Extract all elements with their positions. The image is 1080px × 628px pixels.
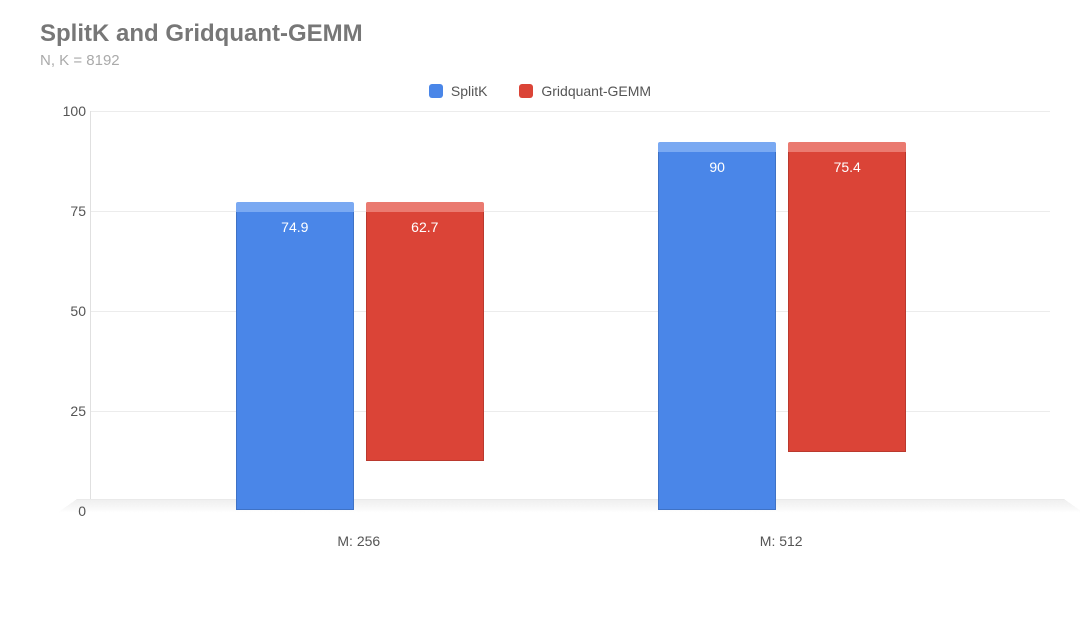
bar: 74.9 [236, 210, 354, 510]
legend: SplitK Gridquant-GEMM [30, 83, 1050, 101]
y-tick-label: 75 [41, 203, 86, 219]
y-tick-label: 100 [41, 103, 86, 119]
legend-label-splitk: SplitK [451, 83, 488, 99]
bars-layer: 74.9 62.7 90 75.4 [91, 111, 1050, 510]
chart-title: SplitK and Gridquant-GEMM [40, 20, 1050, 48]
legend-item-splitk: SplitK [429, 83, 488, 99]
y-axis: 0255075100 [41, 111, 86, 510]
bar-value-label: 90 [659, 159, 775, 175]
legend-label-gridquant: Gridquant-GEMM [541, 83, 651, 99]
x-tick-label: M: 256 [337, 533, 380, 549]
bar: 62.7 [366, 210, 484, 461]
plot-wrap: 0255075100 74.962.79075.4 M: 256M: 512 [90, 111, 1050, 511]
bar-value-label: 74.9 [237, 219, 353, 235]
bar-top-face [236, 202, 354, 212]
bar-value-label: 62.7 [367, 219, 483, 235]
bar: 90 [658, 150, 776, 510]
bar-top-face [366, 202, 484, 212]
y-tick-label: 0 [41, 503, 86, 519]
bar: 75.4 [788, 150, 906, 452]
legend-item-gridquant: Gridquant-GEMM [519, 83, 651, 99]
y-tick-label: 50 [41, 303, 86, 319]
bar-value-label: 75.4 [789, 159, 905, 175]
bar-top-face [658, 142, 776, 152]
legend-swatch-splitk [429, 84, 443, 98]
x-tick-label: M: 512 [760, 533, 803, 549]
legend-swatch-gridquant [519, 84, 533, 98]
bar-top-face [788, 142, 906, 152]
chart-subtitle: N, K = 8192 [40, 52, 1050, 69]
y-tick-label: 25 [41, 403, 86, 419]
bar-group: 90 75.4 [658, 150, 906, 510]
chart-container: SplitK and Gridquant-GEMM N, K = 8192 Sp… [0, 0, 1080, 628]
bar-group: 74.9 62.7 [236, 210, 484, 510]
plot-area: 0255075100 74.962.79075.4 [90, 111, 1050, 511]
